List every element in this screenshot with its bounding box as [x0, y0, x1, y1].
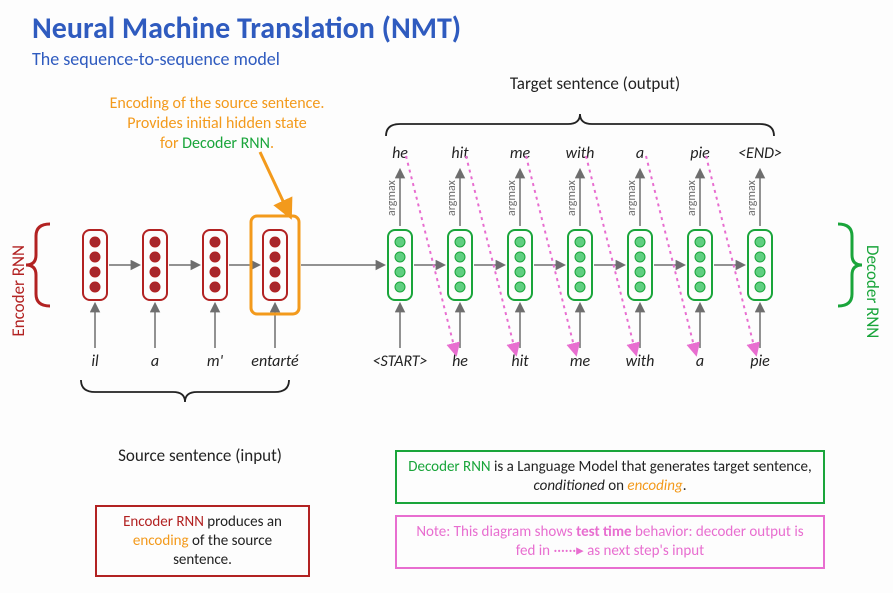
svg-text:argmax: argmax: [445, 179, 459, 216]
svg-text:argmax: argmax: [685, 179, 699, 216]
svg-text:m': m': [207, 352, 224, 371]
diagram-svg: il a m' entarté <START> argmax he he argmax hit hi…: [0, 0, 893, 593]
svg-text:<START>: <START>: [372, 352, 427, 371]
svg-text:a: a: [151, 352, 159, 371]
svg-text:il: il: [91, 352, 99, 371]
svg-text:a: a: [636, 144, 644, 163]
svg-text:a: a: [696, 352, 704, 371]
svg-text:with: with: [626, 352, 655, 371]
svg-text:argmax: argmax: [745, 179, 759, 216]
svg-text:argmax: argmax: [385, 179, 399, 216]
svg-text:entarté: entarté: [251, 352, 299, 371]
svg-text:he: he: [452, 352, 468, 371]
svg-text:me: me: [510, 144, 531, 163]
svg-text:pie: pie: [750, 352, 770, 371]
svg-text:hit: hit: [511, 352, 529, 371]
svg-text:pie: pie: [690, 144, 710, 163]
svg-text:hit: hit: [451, 144, 469, 163]
svg-text:argmax: argmax: [505, 179, 519, 216]
svg-text:argmax: argmax: [625, 179, 639, 216]
svg-text:<END>: <END>: [738, 144, 782, 163]
svg-text:argmax: argmax: [565, 179, 579, 216]
svg-text:he: he: [392, 144, 408, 163]
svg-text:with: with: [566, 144, 595, 163]
svg-text:me: me: [570, 352, 591, 371]
